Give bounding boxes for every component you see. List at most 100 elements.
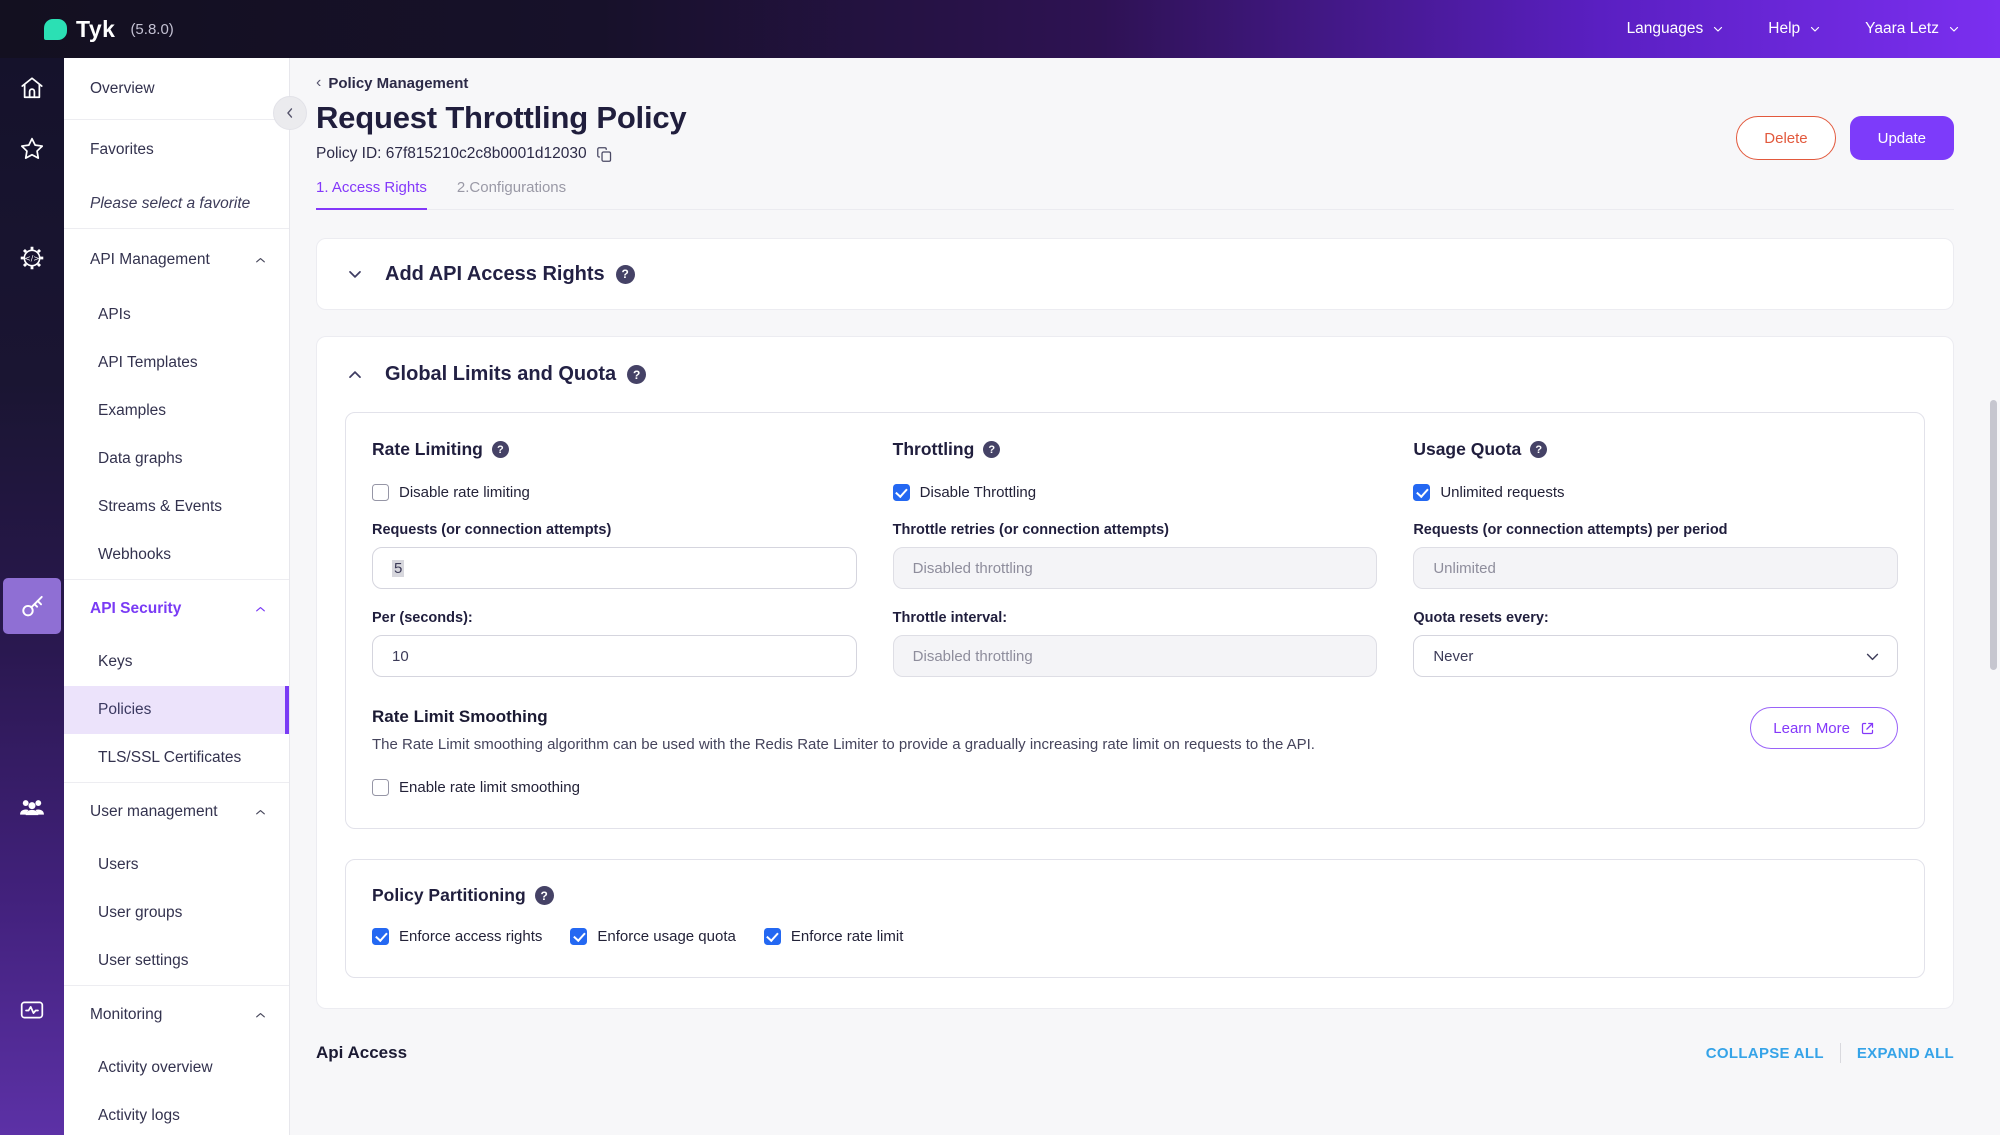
throttle-retries-input: Disabled throttling [892, 547, 1378, 589]
rate-limiting-title: Rate Limiting ? [372, 439, 857, 460]
top-nav: Languages Help Yaara Letz [1627, 20, 1960, 38]
throttle-retries-label: Throttle retries (or connection attempts… [892, 522, 1169, 538]
sidebar-group-label: API Management [90, 251, 210, 268]
disable-rate-limiting-row: Disable rate limiting [372, 484, 857, 501]
sidebar-item-user-settings[interactable]: User settings [64, 937, 289, 985]
menu-divider [64, 782, 289, 783]
enforce-rate-limit-checkbox[interactable] [763, 928, 781, 945]
user-name-label: Yaara Letz [1865, 20, 1939, 37]
sidebar-item-overview[interactable]: Overview [64, 58, 289, 119]
help-icon[interactable]: ? [615, 264, 635, 284]
sidebar-item-streams-events[interactable]: Streams & Events [64, 483, 289, 531]
enforce-usage-quota-checkbox[interactable] [570, 928, 588, 945]
sidebar-item-users[interactable]: Users [64, 841, 289, 889]
quota-requests-label: Requests (or connection attempts) per pe… [1413, 522, 1728, 538]
languages-label: Languages [1626, 20, 1704, 37]
sidebar-item-label: Examples [98, 402, 167, 419]
checkbox-label: Enforce access rights [399, 928, 543, 945]
sidebar-item-data-graphs[interactable]: Data graphs [64, 435, 289, 483]
icon-rail: </> [0, 58, 64, 1135]
add-api-access-rights-header[interactable]: Add API Access Rights ? [345, 263, 635, 286]
user-management-users-icon[interactable] [0, 795, 64, 821]
unlimited-requests-checkbox[interactable] [1413, 484, 1431, 501]
languages-menu[interactable]: Languages [1627, 20, 1725, 38]
sidebar-item-policies[interactable]: Policies [64, 686, 289, 734]
brand-name: Tyk [76, 15, 116, 42]
checkbox-label: Enable rate limit smoothing [399, 779, 580, 796]
sidebar-item-examples[interactable]: Examples [64, 387, 289, 435]
throttling-column: Throttling ? Disable Throttling Throttle… [892, 439, 1378, 677]
per-seconds-input[interactable] [372, 635, 857, 677]
partitioning-options: Enforce access rights Enforce usage quot… [372, 928, 1898, 945]
enable-smoothing-checkbox[interactable] [372, 779, 389, 796]
tab-access-rights[interactable]: 1. Access Rights [316, 179, 427, 210]
sidebar-item-tls-ssl-certificates[interactable]: TLS/SSL Certificates [64, 734, 289, 782]
checkbox-label: Unlimited requests [1440, 484, 1565, 501]
sidebar-item-label: Webhooks [98, 546, 171, 563]
disable-throttling-checkbox[interactable] [892, 484, 910, 501]
sidebar-item-webhooks[interactable]: Webhooks [64, 531, 289, 579]
tab-configurations[interactable]: 2.Configurations [456, 179, 567, 196]
expand-all-link[interactable]: EXPAND ALL [1856, 1044, 1954, 1062]
page-title: Request Throttling Policy [316, 100, 687, 135]
user-menu[interactable]: Yaara Letz [1865, 20, 1960, 38]
chevron-down-icon [349, 271, 361, 278]
update-button[interactable]: Update [1849, 116, 1954, 160]
home-icon[interactable] [0, 75, 64, 101]
help-menu[interactable]: Help [1768, 20, 1821, 38]
requests-input[interactable]: 5 [372, 547, 857, 589]
smoothing-text-block: Rate Limit Smoothing The Rate Limit smoo… [372, 707, 1315, 796]
sidebar-item-keys[interactable]: Keys [64, 638, 289, 686]
disable-rate-limiting-checkbox[interactable] [372, 484, 389, 501]
unlimited-requests-row: Unlimited requests [1413, 484, 1898, 501]
sidebar-item-api-templates[interactable]: API Templates [64, 339, 289, 387]
title-block: Request Throttling Policy Policy ID: 67f… [316, 92, 687, 163]
help-icon[interactable]: ? [491, 441, 509, 458]
menu-divider [64, 579, 289, 580]
sidebar-item-activity-logs[interactable]: Activity logs [64, 1092, 289, 1135]
sidebar-group-monitoring[interactable]: Monitoring [64, 986, 289, 1044]
throttle-interval-label: Throttle interval: [892, 610, 1008, 626]
throttle-interval-input: Disabled throttling [892, 635, 1378, 677]
sidebar-item-user-groups[interactable]: User groups [64, 889, 289, 937]
scrollbar-thumb[interactable] [1990, 400, 1997, 670]
sidebar-item-label: User settings [98, 952, 189, 969]
favorites-empty-hint: Please select a favorite [64, 180, 289, 228]
sidebar-group-api-management[interactable]: API Management [64, 229, 289, 291]
sidebar-collapse-button[interactable] [273, 96, 307, 130]
breadcrumb[interactable]: ‹ Policy Management [316, 74, 1954, 92]
monitoring-icon[interactable] [0, 997, 64, 1023]
api-access-footer: Api Access COLLAPSE ALL EXPAND ALL [316, 1043, 1954, 1063]
help-icon[interactable]: ? [983, 441, 1001, 458]
link-divider [1839, 1043, 1841, 1063]
global-limits-header[interactable]: Global Limits and Quota ? [345, 363, 1925, 386]
disable-throttling-row: Disable Throttling [892, 484, 1378, 501]
policy-id-label: Policy ID: 67f815210c2c8b0001d12030 [316, 145, 587, 162]
chevron-left-icon: ‹ [316, 74, 322, 91]
checkbox-label: Disable Throttling [919, 484, 1037, 501]
delete-button[interactable]: Delete [1736, 116, 1836, 160]
enforce-access-rights-checkbox[interactable] [372, 928, 389, 945]
limits-grid: Rate Limiting ? Disable rate limiting Re… [372, 439, 1898, 677]
learn-more-button[interactable]: Learn More [1750, 707, 1898, 749]
sidebar-item-activity-overview[interactable]: Activity overview [64, 1044, 289, 1092]
star-icon[interactable] [0, 136, 64, 162]
learn-more-label: Learn More [1773, 719, 1850, 737]
help-label: Help [1768, 20, 1801, 37]
api-management-gear-icon[interactable]: </> [0, 245, 64, 271]
help-icon[interactable]: ? [1530, 441, 1548, 458]
checkbox-label: Disable rate limiting [399, 484, 530, 501]
enable-smoothing-row: Enable rate limit smoothing [372, 779, 1315, 796]
sidebar-group-user-management[interactable]: User management [64, 783, 289, 841]
help-icon[interactable]: ? [534, 886, 554, 905]
api-security-key-icon[interactable] [0, 593, 64, 620]
help-icon[interactable]: ? [627, 365, 647, 384]
tyk-logo[interactable]: Tyk (5.8.0) [44, 16, 174, 43]
sidebar-group-api-security[interactable]: API Security [64, 580, 289, 638]
sidebar-item-apis[interactable]: APIs [64, 291, 289, 339]
collapse-all-link[interactable]: COLLAPSE ALL [1705, 1044, 1824, 1062]
sidebar-section-favorites[interactable]: Favorites [64, 120, 289, 180]
quota-resets-select[interactable]: Never [1413, 635, 1898, 677]
add-api-access-rights-section: Add API Access Rights ? [316, 238, 1954, 310]
copy-icon[interactable] [596, 146, 613, 163]
